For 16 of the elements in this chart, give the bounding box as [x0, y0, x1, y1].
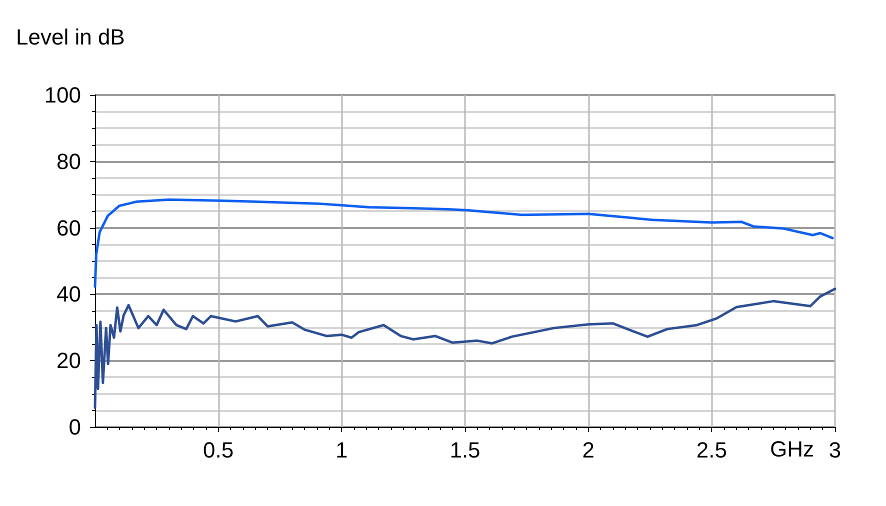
y-axis-title: Level in dB — [16, 24, 125, 50]
x-axis-title: GHz — [770, 436, 814, 462]
y-tick-label: 20 — [56, 348, 81, 374]
x-tick-label: 2 — [582, 438, 594, 462]
y-tick-label: 60 — [56, 215, 81, 240]
y-tick-label: 0 — [68, 414, 81, 440]
x-tick-label: 3 — [828, 438, 842, 462]
x-tick-label: 1.5 — [450, 438, 480, 462]
x-tick-label: 0.5 — [203, 438, 234, 462]
line-series — [94, 198, 834, 288]
x-tick-label: 2.5 — [696, 438, 727, 462]
line-series — [94, 288, 836, 409]
y-tick-label: 40 — [56, 282, 81, 307]
y-tick-label: 100 — [44, 82, 81, 108]
x-tick-label: 1 — [336, 438, 348, 462]
y-tick-label: 80 — [56, 148, 81, 174]
